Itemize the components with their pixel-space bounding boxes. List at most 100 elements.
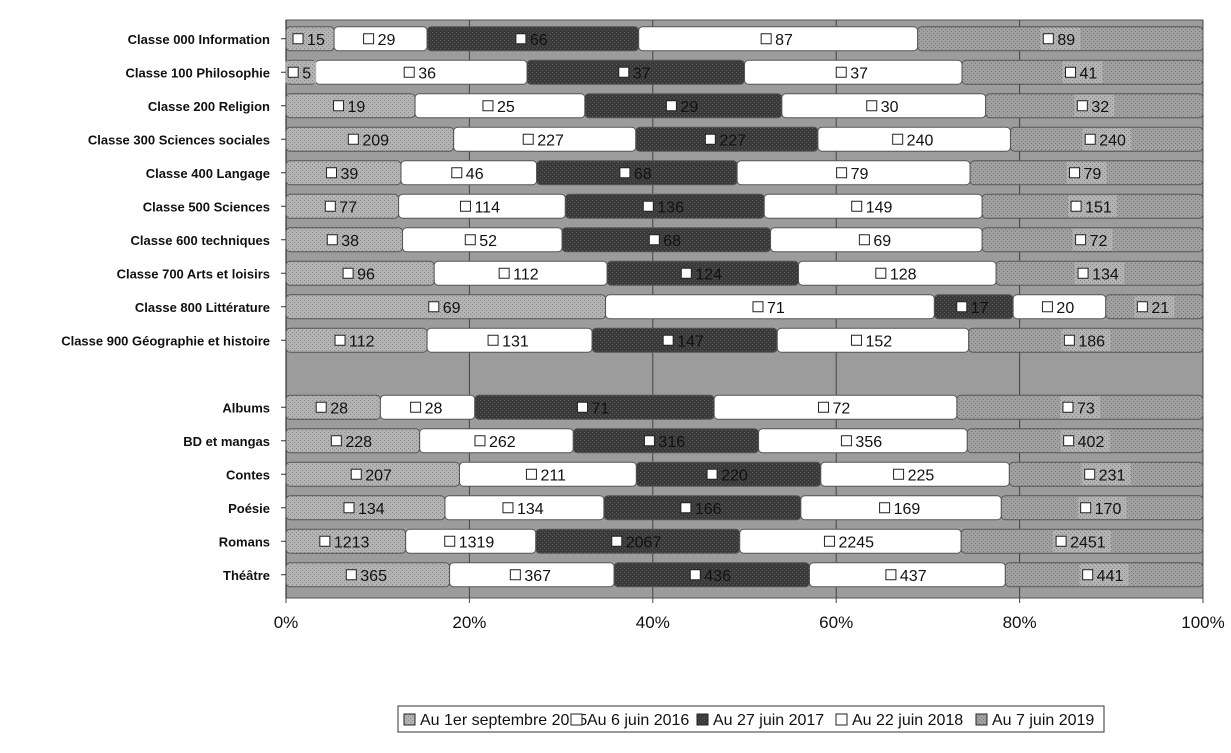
- legend-label: Au 22 juin 2018: [852, 712, 963, 729]
- data-label-key: [704, 133, 716, 145]
- data-label: 69: [443, 300, 461, 317]
- data-label-key: [648, 234, 660, 246]
- data-label-key: [509, 569, 521, 581]
- category-label: BD et mangas: [183, 434, 270, 449]
- data-label-key: [1075, 234, 1087, 246]
- category-label: Classe 500 Sciences: [143, 199, 270, 214]
- data-label: 77: [339, 199, 357, 216]
- data-label: 437: [900, 568, 927, 585]
- data-label: 2451: [1070, 534, 1106, 551]
- data-label-key: [1082, 569, 1094, 581]
- data-label: 231: [1099, 467, 1126, 484]
- data-label-key: [662, 334, 674, 346]
- data-label-key: [892, 133, 904, 145]
- data-label-key: [363, 33, 375, 45]
- data-label: 19: [348, 99, 366, 116]
- data-label: 52: [479, 233, 497, 250]
- data-label-key: [1136, 301, 1148, 313]
- data-label-key: [522, 133, 534, 145]
- data-label-key: [1084, 133, 1096, 145]
- data-label: 240: [907, 132, 934, 149]
- data-label: 2245: [838, 534, 874, 551]
- data-label: 72: [1090, 233, 1108, 250]
- data-label-key: [525, 468, 537, 480]
- legend-label: Au 1er septembre 2015: [420, 712, 587, 729]
- data-label: 71: [767, 300, 785, 317]
- data-label-key: [760, 33, 772, 45]
- data-label-key: [403, 66, 415, 78]
- data-label: 209: [362, 132, 389, 149]
- data-label: 72: [833, 400, 851, 417]
- data-label: 71: [591, 400, 609, 417]
- data-label-key: [350, 468, 362, 480]
- data-label-key: [502, 502, 514, 514]
- data-label-key: [680, 267, 692, 279]
- legend-label: Au 6 juin 2016: [587, 712, 689, 729]
- category-label: Classe 300 Sciences sociales: [88, 132, 270, 147]
- category-label: Théâtre: [223, 568, 270, 583]
- data-label-key: [706, 468, 718, 480]
- category-label: Classe 000 Information: [128, 32, 270, 47]
- category-label: Contes: [226, 467, 270, 482]
- category-label: Classe 800 Littérature: [135, 300, 270, 315]
- data-label: 240: [1099, 132, 1126, 149]
- data-label-key: [342, 267, 354, 279]
- data-label: 79: [851, 166, 869, 183]
- data-label: 228: [345, 434, 372, 451]
- data-label: 170: [1095, 501, 1122, 518]
- data-label-key: [866, 100, 878, 112]
- data-label: 32: [1091, 99, 1109, 116]
- data-label: 316: [658, 434, 685, 451]
- data-label: 134: [358, 501, 385, 518]
- data-label-key: [444, 535, 456, 547]
- data-label: 66: [530, 32, 548, 49]
- data-label: 227: [719, 132, 746, 149]
- data-label-box: [608, 530, 667, 553]
- data-label-key: [459, 200, 471, 212]
- data-label: 96: [357, 266, 375, 283]
- data-label-box: [441, 530, 500, 553]
- data-label: 21: [1151, 300, 1169, 317]
- data-label: 1213: [334, 534, 370, 551]
- data-label-key: [619, 167, 631, 179]
- data-label-key: [818, 401, 830, 413]
- data-label: 211: [540, 467, 566, 484]
- data-label: 41: [1079, 65, 1097, 82]
- data-label: 1319: [459, 534, 495, 551]
- data-label: 87: [775, 32, 793, 49]
- data-label-key: [334, 334, 346, 346]
- data-label-key: [324, 200, 336, 212]
- data-label: 28: [425, 400, 443, 417]
- legend-key: [403, 713, 416, 726]
- data-label: 227: [537, 132, 564, 149]
- data-label: 29: [680, 99, 698, 116]
- data-label: 20: [1056, 300, 1074, 317]
- data-label-key: [879, 502, 891, 514]
- data-label: 136: [657, 199, 684, 216]
- data-label-key: [893, 468, 905, 480]
- data-label: 169: [894, 501, 921, 518]
- category-label: Albums: [222, 400, 270, 415]
- data-label: 30: [881, 99, 899, 116]
- data-label-box: [1053, 530, 1112, 553]
- x-tick-label: 40%: [636, 613, 670, 632]
- data-label: 114: [474, 199, 500, 216]
- data-label: 220: [721, 467, 748, 484]
- data-label-key: [330, 435, 342, 447]
- data-label: 262: [489, 434, 516, 451]
- legend-label: Au 7 juin 2019: [992, 712, 1094, 729]
- data-label-key: [1064, 66, 1076, 78]
- data-label: 2067: [626, 534, 662, 551]
- data-label: 365: [360, 568, 387, 585]
- data-label: 356: [855, 434, 882, 451]
- data-label-key: [1062, 401, 1074, 413]
- data-label-key: [618, 66, 630, 78]
- data-label-key: [576, 401, 588, 413]
- data-label-key: [642, 200, 654, 212]
- data-label-key: [835, 66, 847, 78]
- category-label: Classe 100 Philosophie: [125, 65, 270, 80]
- category-label: Classe 600 techniques: [131, 233, 270, 248]
- data-label-key: [428, 301, 440, 313]
- data-label: 112: [513, 266, 539, 283]
